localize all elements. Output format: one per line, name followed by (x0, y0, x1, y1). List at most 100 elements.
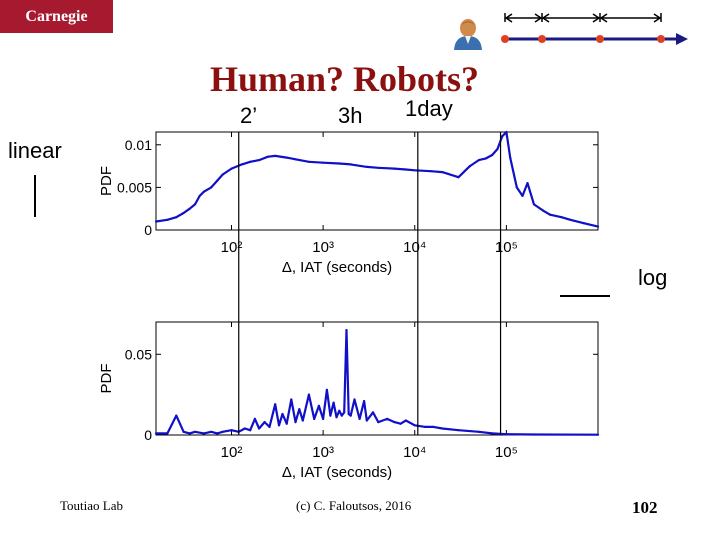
data-point (526, 182, 529, 185)
data-point (154, 220, 158, 223)
data-point (216, 432, 219, 435)
data-point (424, 425, 427, 428)
data-point (285, 422, 288, 425)
top-pdf-panel: 10² 10³ 10⁴ 10⁵ 0 0.005 0.01 Δ, IAT (seconds) PD… (98, 130, 600, 276)
data-point (329, 414, 332, 417)
data-point (188, 207, 191, 210)
data-point (294, 158, 297, 161)
data-point (258, 427, 261, 430)
data-point (399, 422, 402, 425)
data-point (569, 218, 572, 221)
data-point (371, 411, 375, 414)
data-point (301, 419, 304, 422)
data-point (515, 186, 518, 189)
data-point (353, 398, 356, 401)
data-point (175, 414, 178, 417)
data-point (521, 194, 524, 197)
data-point (596, 433, 600, 436)
data-point (404, 419, 407, 422)
data-point (349, 163, 352, 166)
data-point (249, 160, 252, 163)
data-point (413, 169, 416, 172)
data-point (230, 429, 233, 432)
data-point (298, 408, 301, 411)
data-point (432, 425, 435, 428)
user-icon (454, 19, 482, 50)
data-point (343, 411, 346, 414)
data-point (393, 167, 396, 170)
data-point (345, 329, 348, 332)
data-point (358, 417, 361, 420)
bottom-pdf-series-line (156, 329, 599, 436)
data-point (266, 155, 270, 158)
data-point (193, 203, 197, 206)
plot-frame (155, 321, 599, 436)
data-point (290, 398, 293, 401)
data-point (325, 388, 328, 391)
data-point (230, 167, 233, 170)
x-tick-label: 10⁴ (403, 444, 426, 461)
data-point (274, 154, 277, 157)
data-point (484, 157, 488, 160)
linear-bar (34, 175, 36, 217)
data-point (249, 429, 252, 432)
data-point (188, 432, 191, 435)
data-point (263, 421, 266, 424)
data-point (377, 166, 380, 169)
x-tick-label: 10³ (312, 239, 334, 256)
data-point (363, 400, 366, 403)
data-point (317, 404, 320, 407)
cmu-logo: Carnegie Mellon (0, 0, 113, 58)
x-tick-label: 10⁵ (495, 444, 518, 461)
data-point (365, 419, 368, 422)
data-point (166, 432, 169, 435)
label-log: log (638, 265, 668, 290)
x-tick-label: 10⁵ (495, 239, 518, 256)
data-point (549, 213, 552, 216)
footer-copyright: (c) C. Faloutsos, 2016 (296, 498, 412, 513)
data-point (365, 165, 368, 168)
x-tick-label: 10² (221, 239, 243, 256)
data-point (198, 194, 201, 197)
data-point (243, 427, 246, 430)
data-point (509, 156, 512, 159)
data-point (413, 424, 416, 427)
y-tick-label: 0.05 (125, 346, 152, 362)
data-point (457, 176, 460, 179)
data-point (340, 414, 343, 417)
bottom-pdf-panel: 10² 10³ 10⁴ 10⁵ 0 0.05 Δ, IAT (seconds) PDF (98, 321, 600, 481)
data-point (349, 414, 352, 417)
page-number: 102 (632, 498, 658, 517)
data-point (277, 424, 281, 427)
data-point (294, 421, 297, 424)
slide-title: Human? Robots? (210, 59, 480, 99)
data-point (307, 160, 310, 163)
data-point (347, 412, 350, 416)
data-point (182, 211, 185, 215)
timeline-icon (501, 13, 688, 45)
data-point (532, 433, 536, 436)
data-point (338, 409, 341, 412)
data-point (182, 430, 185, 433)
data-point (216, 179, 219, 182)
mark-2min: 2’ (240, 103, 258, 128)
x-tick-label: 10² (221, 444, 243, 461)
data-point (441, 427, 444, 430)
data-point (322, 161, 325, 164)
data-point (258, 159, 261, 162)
data-point (221, 173, 224, 176)
data-point (221, 430, 224, 433)
data-point (457, 429, 460, 432)
y-tick-label: 0.005 (117, 179, 152, 195)
data-point (268, 425, 271, 428)
x-axis-label: Δ, IAT (seconds) (282, 464, 392, 481)
data-point (491, 432, 494, 435)
data-point (541, 209, 544, 212)
data-point (210, 430, 213, 433)
data-point (582, 222, 585, 225)
data-point (505, 130, 508, 134)
data-point (202, 432, 205, 435)
data-point (210, 186, 213, 189)
data-point (175, 216, 178, 219)
